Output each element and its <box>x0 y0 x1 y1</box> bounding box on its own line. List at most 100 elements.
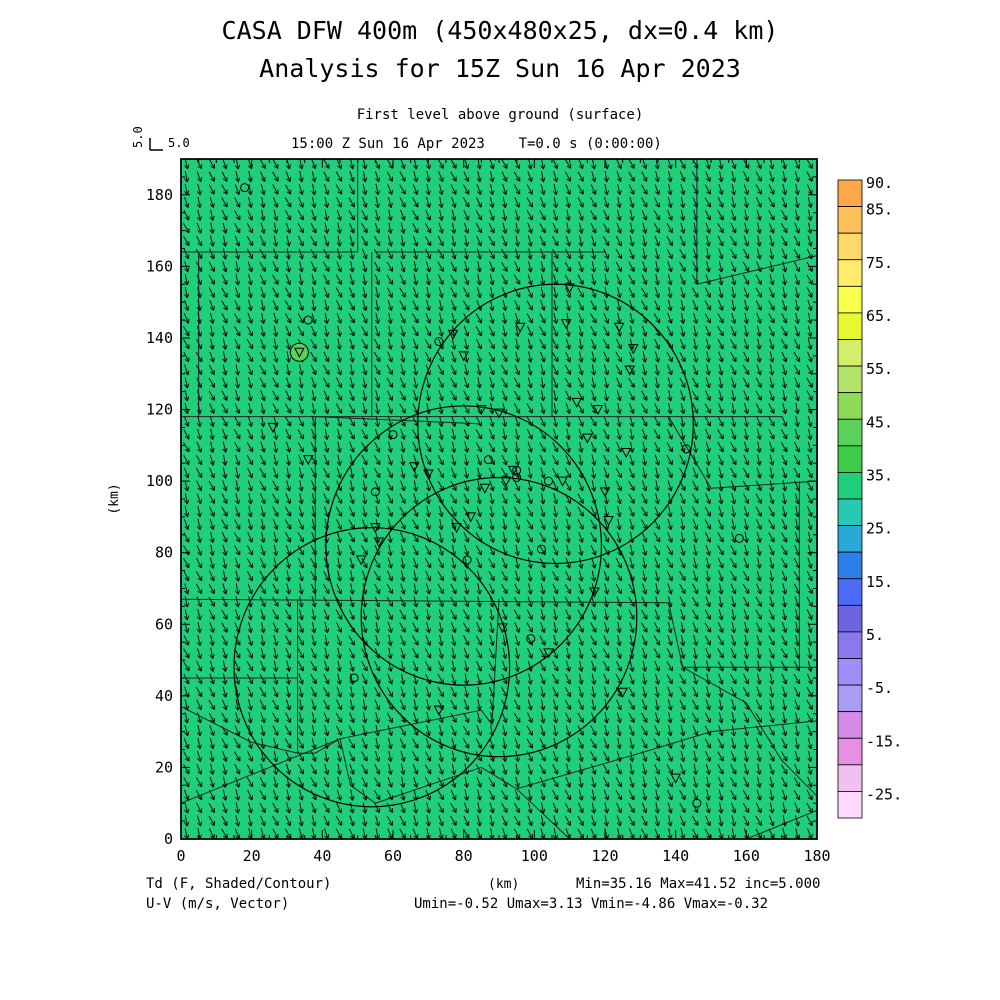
wind-vector <box>591 261 597 273</box>
wind-vector <box>462 622 470 633</box>
wind-vector <box>361 351 368 363</box>
wind-vector <box>425 802 431 814</box>
wind-vector <box>208 596 216 607</box>
wind-vector <box>184 196 190 208</box>
wind-vector <box>629 634 635 647</box>
wind-vector <box>324 441 330 453</box>
wind-vector <box>489 531 495 543</box>
wind-vector <box>476 776 482 788</box>
wind-vector <box>387 647 393 659</box>
wind-vector <box>195 261 203 272</box>
wind-vector <box>552 338 559 350</box>
wind-vector <box>246 545 254 556</box>
wind-vector <box>514 738 521 749</box>
wind-vector <box>540 183 546 196</box>
wind-vector <box>196 415 202 428</box>
boundary-line-17 <box>682 666 817 797</box>
wind-vector <box>553 596 559 608</box>
wind-vector <box>298 480 304 492</box>
wind-vector <box>616 299 622 312</box>
wind-vector <box>196 209 202 221</box>
wind-vector <box>540 467 546 479</box>
wind-vector <box>233 429 241 440</box>
wind-vector <box>578 325 584 337</box>
wind-vector <box>464 544 470 556</box>
wind-vector <box>616 428 622 440</box>
wind-vector <box>285 815 292 827</box>
wind-vector <box>476 686 482 698</box>
wind-vector <box>349 171 355 183</box>
wind-vector <box>298 493 304 505</box>
wind-vector <box>222 686 228 698</box>
wind-vector <box>412 751 419 762</box>
wind-vector <box>412 338 419 350</box>
wind-vector <box>373 789 381 801</box>
wind-vector <box>654 815 660 827</box>
wind-vector <box>184 274 190 286</box>
wind-vector <box>463 738 470 749</box>
wind-vector <box>386 815 393 826</box>
wind-vector <box>272 596 279 607</box>
wind-vector <box>272 197 279 208</box>
wind-vector <box>553 737 559 750</box>
wind-vector <box>412 480 419 492</box>
boundary-line-21 <box>181 738 341 804</box>
wind-vector <box>424 648 432 659</box>
wind-vector <box>323 364 330 375</box>
wind-vector <box>513 596 521 607</box>
wind-vector <box>183 442 190 453</box>
wind-vector <box>526 197 534 208</box>
wind-vector <box>183 235 190 247</box>
wind-vector <box>310 261 317 273</box>
wind-vector <box>349 159 355 170</box>
wind-vector <box>260 299 266 312</box>
wind-vector <box>501 261 508 272</box>
wind-vector <box>247 789 254 801</box>
wind-vector <box>438 544 444 556</box>
wind-vector <box>679 660 686 672</box>
wind-vector <box>463 210 470 221</box>
wind-vector <box>514 441 520 453</box>
wind-vector <box>540 583 546 595</box>
wind-vector <box>552 287 559 299</box>
wind-vector <box>476 377 482 389</box>
wind-vector <box>348 429 355 440</box>
wind-vector <box>615 261 622 272</box>
wind-vector <box>348 184 355 195</box>
wind-vector <box>349 660 355 672</box>
wind-vector <box>590 429 597 440</box>
colorbar-swatch <box>837 711 863 739</box>
wind-vector <box>195 454 203 466</box>
wind-vector <box>540 570 546 582</box>
wind-vector <box>323 737 330 750</box>
wind-vector <box>616 725 622 737</box>
wind-vector <box>666 429 673 440</box>
wind-vector <box>514 222 520 234</box>
wind-vector <box>222 261 228 273</box>
wind-vector <box>324 196 330 208</box>
wind-vector <box>680 647 686 659</box>
wind-vector <box>629 454 635 466</box>
wind-vector <box>425 738 432 749</box>
wind-vector <box>285 338 292 350</box>
wind-vector <box>221 390 228 401</box>
wind-vector <box>616 183 622 196</box>
wind-vector <box>552 686 559 698</box>
wind-vector <box>374 493 381 505</box>
wind-vector <box>209 570 215 582</box>
wind-vector <box>196 712 203 724</box>
wind-vector <box>628 828 635 839</box>
wind-vector <box>247 686 253 698</box>
wind-vector <box>539 661 546 672</box>
x-tick-label: 160 <box>733 847 760 865</box>
wind-vector <box>247 364 254 376</box>
wind-vector <box>399 300 406 311</box>
wind-vector <box>438 325 444 337</box>
wind-vector <box>323 506 330 518</box>
wind-vector <box>502 506 508 518</box>
wind-vector <box>335 815 343 826</box>
wind-vector <box>464 261 470 273</box>
wind-vector <box>336 441 342 453</box>
wind-vector <box>247 377 253 389</box>
wind-vector <box>552 402 559 415</box>
